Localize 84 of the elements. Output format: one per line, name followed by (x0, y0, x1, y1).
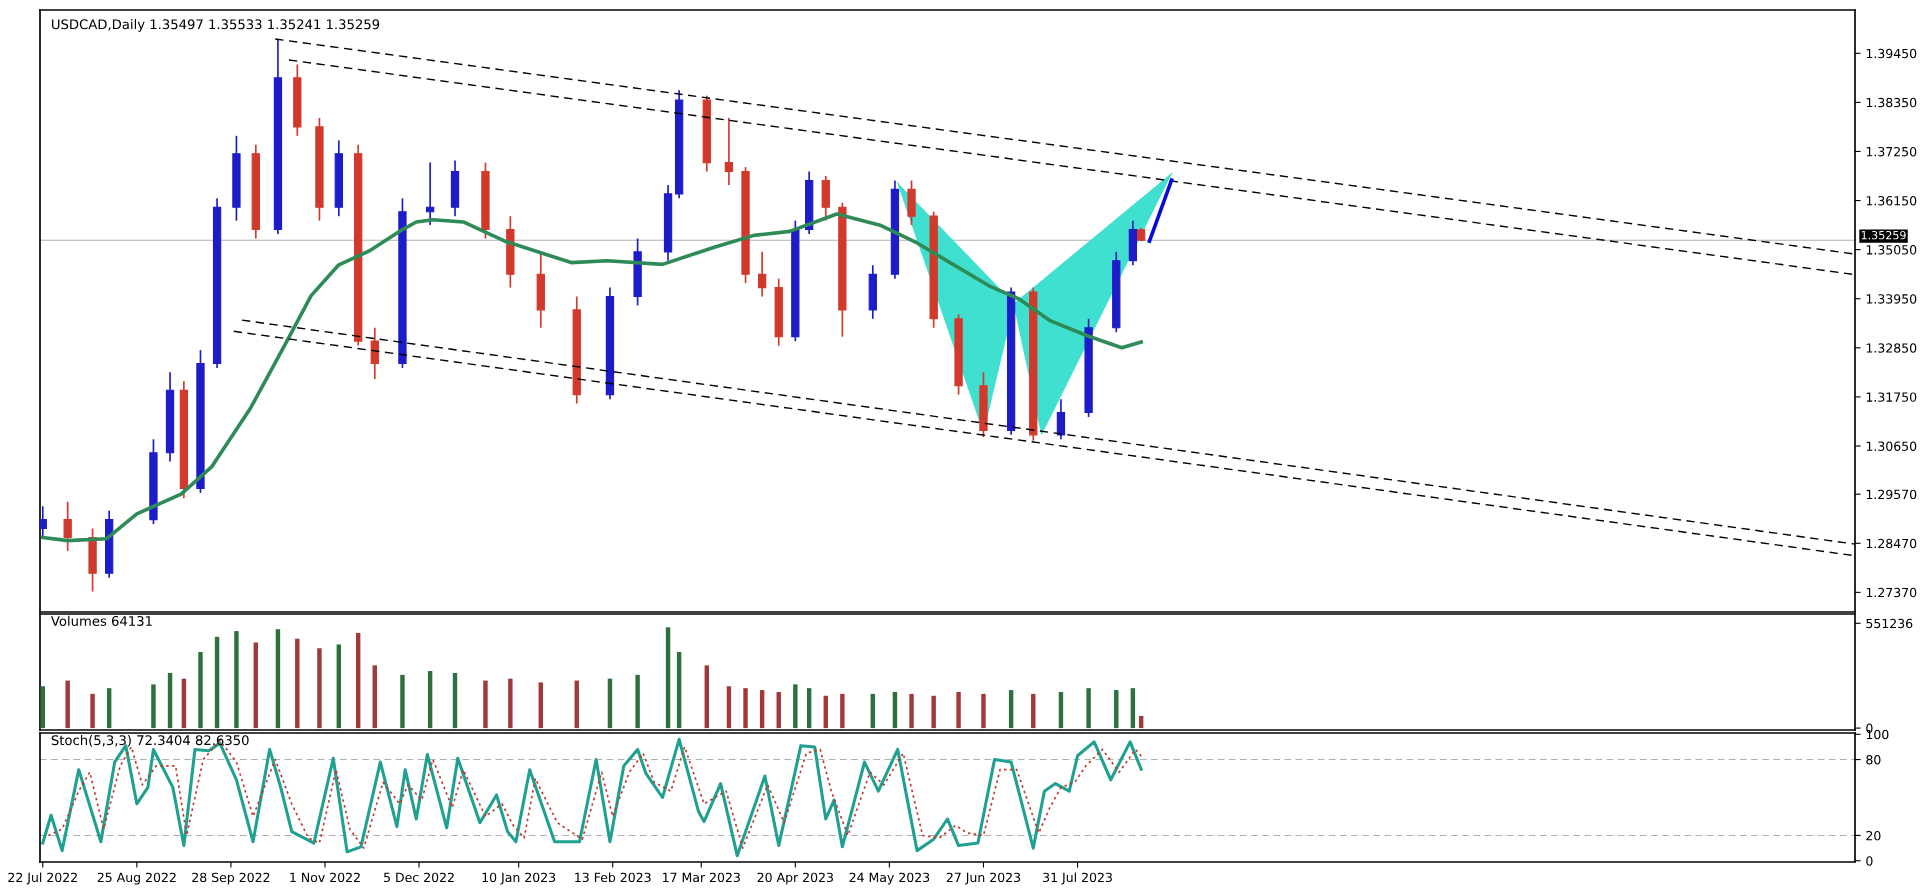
bar (743, 688, 748, 729)
x-tick-label: 28 Sep 2022 (192, 872, 270, 885)
bar (892, 691, 898, 729)
bar (253, 642, 259, 729)
bar (214, 636, 220, 729)
y-tick-label: 1.36150 (1866, 196, 1917, 206)
candlestick (40, 505, 47, 539)
bar (840, 693, 845, 729)
y-tick-label: 1.39450 (1866, 48, 1917, 59)
chart-title: Stoch(5,3,3) 72.3404 82.6350 (51, 734, 249, 747)
bar (427, 671, 433, 729)
bar (1008, 690, 1014, 729)
x-tick-label: 22 Jul 2022 (8, 872, 77, 885)
bar (704, 665, 709, 729)
bar (167, 672, 173, 729)
y-tick-label: 1.38350 (1866, 97, 1917, 108)
bar (198, 652, 203, 729)
bar (355, 633, 361, 729)
bar (40, 686, 45, 729)
y-tick-label: 20 (1866, 830, 1881, 841)
bar (1058, 691, 1064, 729)
bar (726, 686, 732, 729)
y-tick-label: 1.33950 (1866, 294, 1917, 304)
bar (508, 678, 513, 729)
y-tick-label: 1.35050 (1866, 245, 1917, 255)
chart-title: Volumes 64131 (50, 615, 152, 626)
y-tick-label: 1.32850 (1866, 343, 1917, 353)
x-tick-label: 31 Jul 2023 (1043, 872, 1112, 885)
bar (234, 631, 239, 729)
y-tick-label: 1.27370 (1866, 587, 1917, 598)
bar (452, 672, 458, 729)
bar (1114, 690, 1119, 729)
bar (1086, 688, 1091, 729)
bar (793, 684, 798, 729)
x-tick-label: 1 Nov 2022 (290, 872, 360, 883)
bar (676, 652, 682, 729)
bar (909, 693, 914, 729)
bar (336, 644, 342, 729)
y-tick-label: 551236 (1866, 618, 1913, 629)
candlestick (63, 500, 72, 552)
bar (665, 627, 671, 729)
candlestick (1056, 398, 1066, 441)
bar (90, 693, 95, 729)
candlestick (724, 117, 734, 186)
x-tick-label: 10 Jan 2023 (482, 872, 556, 885)
bar (538, 682, 543, 729)
bar (956, 691, 961, 729)
bar (317, 648, 322, 729)
x-tick-label: 20 Apr 2023 (757, 872, 833, 885)
bar (574, 680, 579, 729)
y-tick-label: 80 (1866, 755, 1881, 765)
y-tick-label: 1.28470 (1866, 538, 1917, 549)
bar (1130, 688, 1136, 729)
ref-line-label: 1.35259 (1861, 230, 1906, 240)
y-tick-label: 1.30650 (1866, 441, 1917, 451)
bar (776, 691, 781, 729)
x-tick-label: 17 Mar 2023 (663, 872, 740, 883)
x-tick-label: 24 May 2023 (849, 872, 930, 885)
bar (931, 695, 936, 729)
text: USDCAD,Daily 1.35497 1.35533 1.35241 1.35259 (52, 19, 380, 32)
bar (400, 674, 405, 729)
bar (823, 695, 828, 729)
bar (635, 674, 640, 729)
bar (759, 690, 765, 729)
bar (483, 680, 488, 729)
line-series (40, 212, 1143, 543)
bar (295, 638, 300, 729)
x-tick-label: 13 Feb 2023 (575, 872, 651, 883)
bar (106, 688, 112, 729)
bar (275, 629, 281, 729)
x-tick-label: 27 Jun 2023 (946, 872, 1021, 885)
bar (151, 684, 156, 729)
bar (372, 665, 377, 729)
bar (981, 693, 986, 729)
y-tick-label: 0 (1866, 856, 1873, 866)
x-tick-label: 5 Dec 2022 (384, 872, 454, 883)
y-tick-label: 1.29570 (1866, 489, 1917, 500)
bar (65, 680, 70, 729)
y-tick-label: 1.31750 (1866, 392, 1917, 402)
x-tick-label: 25 Aug 2022 (97, 872, 176, 885)
candlestick (757, 251, 767, 298)
y-tick-label: 1.37250 (1866, 146, 1917, 157)
candlestick (370, 326, 379, 380)
bar (806, 688, 812, 729)
